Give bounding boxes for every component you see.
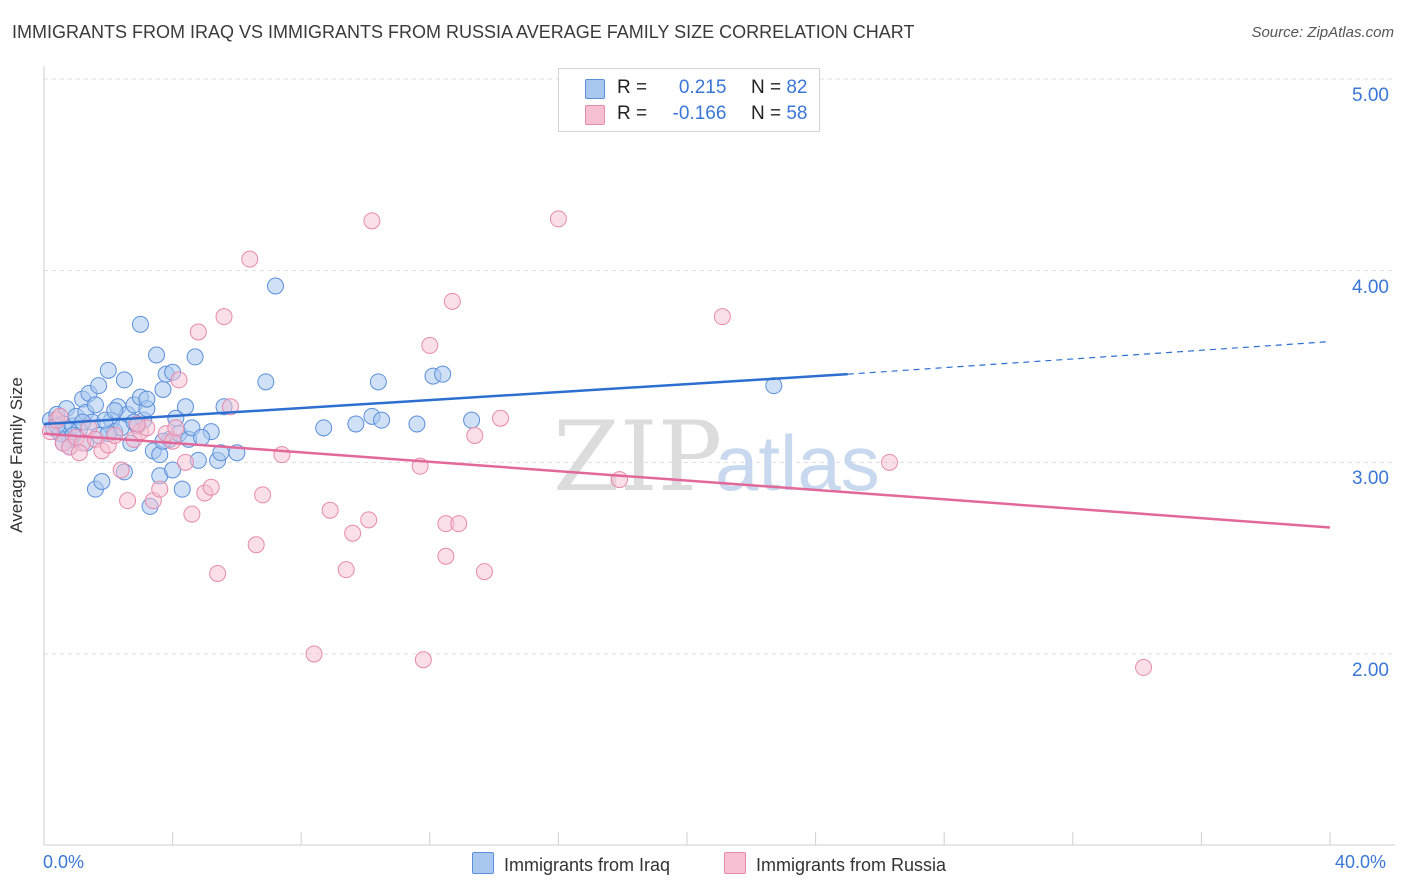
russia-point bbox=[421, 336, 439, 354]
russia-point bbox=[221, 398, 239, 416]
russia-point bbox=[151, 480, 169, 498]
russia-point bbox=[321, 501, 339, 519]
russia-point bbox=[176, 453, 194, 471]
iraq-point bbox=[176, 398, 194, 416]
russia-point bbox=[209, 565, 227, 582]
trend-lines bbox=[43, 340, 1331, 529]
iraq-point bbox=[347, 415, 365, 433]
russia-point bbox=[443, 292, 461, 310]
iraq-point bbox=[266, 277, 284, 295]
russia-point bbox=[360, 511, 378, 529]
russia-point bbox=[106, 427, 124, 444]
russia-point bbox=[466, 427, 484, 444]
chart-title: IMMIGRANTS FROM IRAQ VS IMMIGRANTS FROM … bbox=[12, 22, 915, 42]
x-tick-label-min: 0.0% bbox=[43, 852, 85, 872]
russia-point bbox=[492, 409, 510, 427]
legend-russia-n-value: 58 bbox=[786, 103, 808, 124]
russia-point bbox=[337, 561, 355, 579]
iraq-point bbox=[193, 428, 211, 446]
legend-iraq-r-value: 0.215 bbox=[678, 77, 727, 98]
iraq-point bbox=[408, 415, 426, 433]
russia-point bbox=[170, 371, 188, 389]
correlation-legend: R = 0.215 N = 82 R = -0.166 N = 58 bbox=[558, 68, 820, 132]
russia-point bbox=[202, 478, 220, 496]
legend-russia-n-label: N = bbox=[750, 103, 782, 124]
iraq-point bbox=[93, 473, 111, 490]
legend-iraq-n-value: 82 bbox=[786, 77, 808, 98]
russia-point bbox=[183, 505, 201, 523]
iraq-point bbox=[131, 315, 149, 333]
russia-point bbox=[112, 461, 130, 479]
bottom-legend-label-iraq: Immigrants from Iraq bbox=[504, 855, 671, 875]
iraq-point bbox=[173, 480, 191, 498]
legend-russia-r-label: R = bbox=[617, 103, 648, 124]
bottom-legend-iraq: Immigrants from Iraq bbox=[472, 852, 670, 876]
iraq-point bbox=[434, 365, 452, 383]
bottom-legend-swatch-iraq bbox=[472, 852, 494, 874]
legend-iraq-n-label: N = bbox=[750, 77, 782, 98]
iraq-point bbox=[369, 373, 387, 391]
iraq-point bbox=[90, 377, 108, 395]
russia-point bbox=[119, 492, 137, 510]
x-tick-label-max: 40.0% bbox=[1335, 852, 1387, 872]
russia-point bbox=[414, 651, 432, 669]
iraq-point bbox=[115, 371, 133, 389]
iraq-point bbox=[186, 348, 204, 366]
russia-point bbox=[215, 308, 233, 326]
legend-swatch-russia bbox=[585, 105, 605, 125]
grid-lines bbox=[44, 78, 1395, 655]
russia-point bbox=[128, 415, 146, 433]
iraq-point bbox=[257, 373, 275, 391]
iraq-point bbox=[106, 402, 124, 420]
y-axis-label: Average Family Size bbox=[7, 377, 26, 533]
iraq-point bbox=[138, 390, 156, 408]
iraq-point bbox=[373, 411, 391, 429]
bottom-legend-swatch-russia bbox=[724, 852, 746, 874]
russia-point bbox=[305, 645, 323, 663]
y-tick-label-3: 5.00 bbox=[1352, 85, 1389, 106]
iraq-point bbox=[463, 411, 481, 429]
russia-trend-line bbox=[43, 432, 1331, 529]
watermark: ZIP atlas bbox=[553, 401, 880, 513]
russia-point bbox=[713, 308, 731, 326]
iraq-point bbox=[154, 381, 172, 398]
iraq-trend-extension bbox=[847, 340, 1331, 375]
source-credit: Source: ZipAtlas.com bbox=[1251, 24, 1394, 41]
russia-point bbox=[881, 453, 899, 471]
iraq-point bbox=[164, 461, 182, 479]
russia-point bbox=[247, 536, 265, 554]
bottom-legend-label-russia: Immigrants from Russia bbox=[756, 855, 947, 875]
legend-iraq-r-label: R = bbox=[617, 77, 648, 98]
series-russia-points bbox=[41, 210, 1153, 676]
russia-point bbox=[189, 323, 207, 341]
russia-point bbox=[450, 515, 468, 533]
russia-point bbox=[70, 444, 88, 462]
russia-point bbox=[475, 563, 493, 581]
axes bbox=[43, 66, 1395, 846]
y-tick-label-1: 3.00 bbox=[1352, 468, 1389, 490]
iraq-point bbox=[86, 396, 104, 414]
russia-point bbox=[254, 486, 272, 504]
russia-point bbox=[241, 250, 259, 268]
russia-point bbox=[51, 407, 69, 425]
iraq-point bbox=[99, 361, 117, 379]
iraq-point bbox=[148, 346, 166, 364]
russia-point bbox=[344, 524, 362, 542]
bottom-legend-russia: Immigrants from Russia bbox=[724, 852, 946, 876]
russia-point bbox=[1135, 658, 1153, 676]
russia-point bbox=[437, 547, 455, 565]
y-tick-label-0: 2.00 bbox=[1352, 660, 1389, 681]
iraq-trend-line bbox=[43, 372, 848, 426]
legend-swatch-iraq bbox=[585, 79, 605, 99]
russia-point bbox=[549, 210, 567, 228]
iraq-point bbox=[315, 419, 333, 437]
watermark-zip: ZIP bbox=[553, 401, 722, 513]
y-tick-label-2: 4.00 bbox=[1352, 276, 1389, 298]
legend-russia-r-value: -0.166 bbox=[672, 103, 727, 124]
russia-point bbox=[363, 212, 381, 230]
russia-point bbox=[167, 419, 185, 437]
russia-point bbox=[273, 446, 291, 464]
